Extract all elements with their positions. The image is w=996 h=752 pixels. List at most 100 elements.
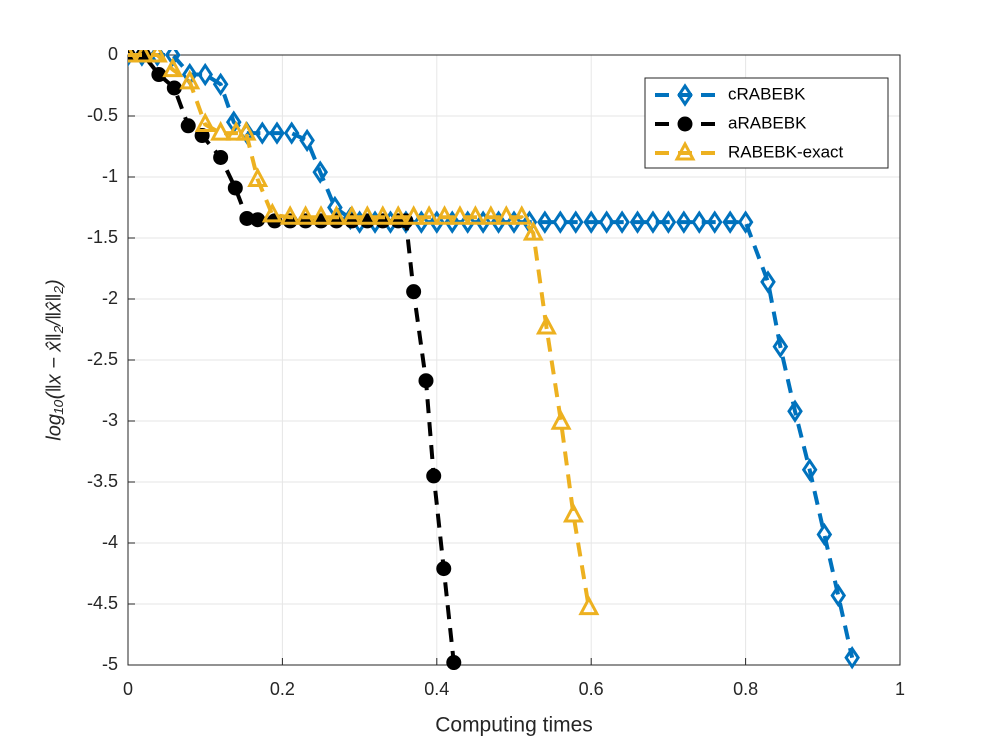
y-tick-label: -4.5: [87, 593, 118, 613]
series-line: [128, 53, 591, 608]
marker: [787, 399, 803, 423]
marker: [299, 128, 315, 153]
marker: [261, 202, 283, 223]
marker: [180, 118, 196, 134]
marker: [511, 205, 533, 225]
marker: [403, 205, 425, 225]
y-tick-label: 0: [108, 44, 118, 64]
marker: [691, 210, 708, 234]
marker: [295, 205, 317, 225]
marker: [562, 502, 584, 523]
marker: [816, 522, 833, 547]
marker: [737, 210, 754, 234]
x-tick-label: 0.6: [579, 679, 604, 699]
marker: [213, 149, 229, 165]
marker: [535, 314, 557, 335]
marker: [552, 210, 569, 234]
marker: [436, 561, 452, 577]
marker: [356, 205, 378, 225]
x-tick-label: 0.4: [424, 679, 449, 699]
marker: [550, 410, 572, 430]
y-tick-label: -0.5: [87, 105, 118, 125]
y-tick-label: -1.5: [87, 227, 118, 247]
legend-marker: [674, 140, 696, 161]
marker: [254, 121, 271, 145]
y-tick-label: -3: [102, 410, 118, 430]
marker: [645, 210, 661, 234]
marker: [406, 284, 422, 300]
marker: [325, 205, 347, 225]
legend-label: cRABEBK: [728, 84, 806, 103]
marker: [418, 373, 434, 389]
marker: [598, 210, 615, 234]
marker: [146, 50, 168, 63]
marker: [722, 210, 738, 234]
marker: [629, 210, 646, 234]
marker: [247, 167, 269, 187]
marker: [372, 205, 394, 225]
y-axis-label: log₁₀(‖x − x̂‖₂/‖x̂‖₂): [43, 279, 65, 440]
x-axis-label: Computing times: [435, 714, 593, 737]
marker: [225, 120, 247, 141]
marker: [194, 112, 216, 133]
marker: [212, 72, 229, 96]
marker: [801, 458, 818, 482]
marker: [312, 160, 329, 184]
y-tick-label: -3.5: [87, 471, 118, 491]
marker: [614, 210, 630, 234]
marker: [449, 205, 471, 225]
plot-area: [128, 50, 860, 670]
y-tick-label: -2: [102, 288, 118, 308]
marker: [706, 210, 723, 234]
marker: [166, 80, 182, 96]
marker: [227, 180, 243, 196]
marker: [162, 57, 184, 78]
marker: [164, 50, 181, 67]
y-tick-label: -5: [102, 654, 118, 674]
marker: [480, 205, 502, 225]
marker: [426, 468, 442, 484]
marker: [341, 205, 363, 225]
legend-label: aRABEBK: [728, 113, 807, 132]
marker: [151, 67, 167, 83]
marker: [434, 205, 456, 225]
marker: [250, 212, 266, 228]
legend-label: RABEBK-exact: [728, 142, 844, 161]
marker: [522, 220, 544, 241]
marker: [537, 210, 553, 234]
marker: [760, 270, 776, 294]
marker: [578, 595, 600, 616]
plot-frame: [127, 54, 901, 666]
marker: [310, 205, 332, 225]
marker: [844, 645, 860, 670]
x-tick-label: 0.2: [270, 679, 295, 699]
marker: [128, 50, 139, 63]
x-tick-label: 0.8: [733, 679, 758, 699]
marker: [418, 205, 440, 225]
marker: [235, 120, 257, 141]
marker: [495, 205, 517, 225]
y-tick-label: -4: [102, 532, 118, 552]
marker: [567, 210, 584, 234]
marker: [676, 210, 692, 234]
marker: [283, 121, 300, 145]
marker: [772, 334, 789, 359]
marker: [279, 205, 301, 225]
marker: [830, 583, 847, 608]
x-tick-label: 1: [895, 679, 905, 699]
x-tick-label: 0: [123, 679, 133, 699]
legend-marker: [677, 83, 693, 107]
marker: [132, 50, 154, 63]
marker: [464, 205, 486, 225]
marker: [210, 120, 232, 141]
y-tick-label: -1: [102, 166, 118, 186]
marker: [660, 210, 677, 234]
marker: [197, 62, 214, 87]
marker: [269, 121, 285, 145]
legend-marker: [677, 116, 693, 132]
y-tick-label: -2.5: [87, 349, 118, 369]
marker: [179, 69, 201, 90]
marker: [446, 655, 462, 670]
